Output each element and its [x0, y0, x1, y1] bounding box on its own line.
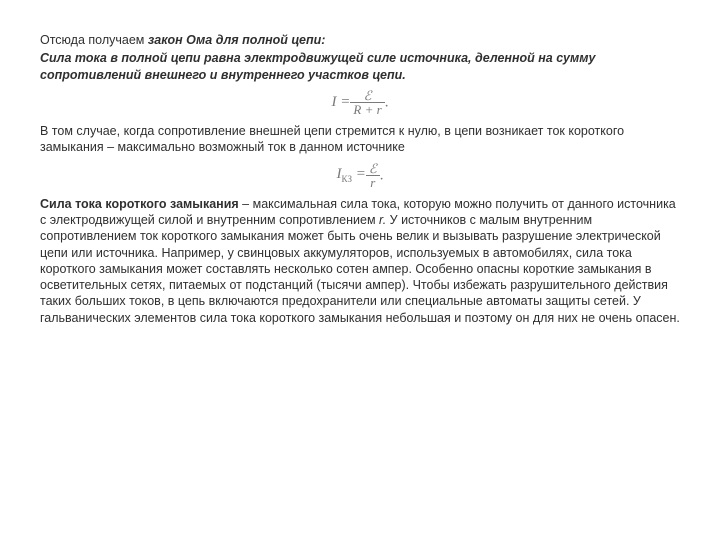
formula-2-sub: КЗ — [341, 174, 352, 184]
paragraph-2: Сила тока в полной цепи равна электродви… — [40, 50, 680, 83]
formula-2-left: IКЗ = — [336, 165, 365, 186]
p1-text-pre: Отсюда получаем — [40, 33, 148, 47]
formula-2-eq: = — [352, 166, 366, 182]
formula-2-tail: . — [380, 167, 384, 183]
formula-1-tail: . — [385, 94, 389, 110]
formula-1-fraction: ℰR + r — [350, 89, 384, 117]
document-page: Отсюда получаем закон Ома для полной цеп… — [0, 0, 720, 348]
formula-1-left: I = — [332, 93, 351, 113]
formula-1-num: ℰ — [350, 89, 384, 104]
formula-1-content: I = ℰR + r. — [332, 89, 389, 117]
paragraph-4: Сила тока короткого замыкания – максимал… — [40, 196, 680, 326]
p1-law-name: закон Ома для полной цепи: — [148, 33, 326, 47]
formula-2: IКЗ = ℰr. — [40, 162, 680, 190]
formula-1-den: R + r — [350, 103, 384, 117]
formula-2-content: IКЗ = ℰr. — [336, 162, 383, 190]
formula-2-num: ℰ — [366, 162, 380, 177]
formula-2-fraction: ℰr — [366, 162, 380, 190]
paragraph-3: В том случае, когда сопротивление внешне… — [40, 123, 680, 156]
paragraph-1: Отсюда получаем закон Ома для полной цеп… — [40, 32, 680, 48]
p4-bold: Сила тока короткого замыкания — [40, 197, 239, 211]
formula-1: I = ℰR + r. — [40, 89, 680, 117]
formula-2-den: r — [366, 176, 380, 190]
p4-rest2: У источников с малым внутренним сопротив… — [40, 213, 680, 325]
